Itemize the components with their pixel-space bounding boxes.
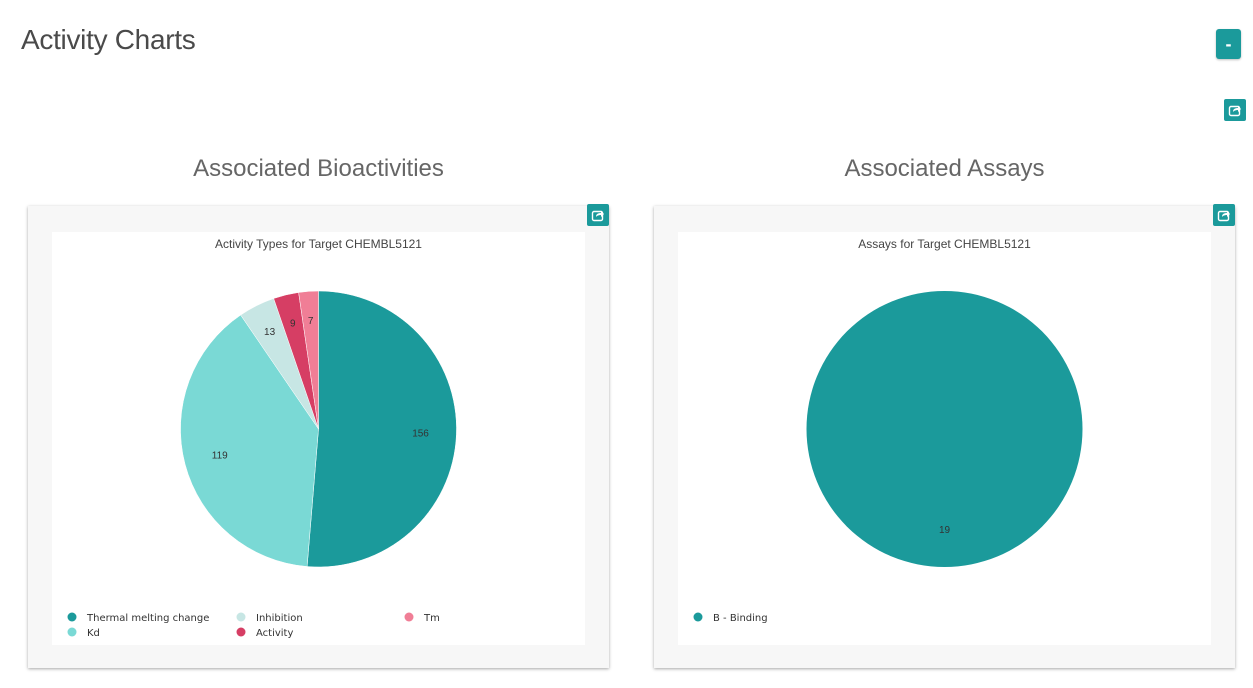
share-icon: [1217, 210, 1230, 222]
legend-item-inhibition[interactable]: Inhibition: [236, 612, 303, 625]
data-label-tm: 7: [308, 316, 314, 327]
section-title-assays: Associated Assays: [844, 155, 1045, 182]
legend-swatch: [236, 627, 246, 637]
bioactivities-card: Activity Types for Target CHEMBL5121 156 1…: [28, 204, 609, 668]
bioactivities-chart-area: Activity Types for Target CHEMBL5121 156 1…: [52, 232, 585, 645]
pie-slice-b-binding[interactable]: [806, 291, 1083, 567]
assays-card: Assays for Target CHEMBL5121 19 B - Bindin…: [654, 204, 1235, 668]
data-label-kd: 119: [212, 451, 228, 462]
legend-item-kd[interactable]: Kd: [67, 627, 100, 640]
share-button[interactable]: [1213, 204, 1235, 226]
legend-swatch: [404, 612, 414, 622]
section-title-bioactivities: Associated Bioactivities: [193, 155, 444, 182]
data-label-thermal-melting-change: 156: [412, 429, 429, 440]
legend-swatch: [236, 612, 246, 622]
legend-label: Thermal melting change: [86, 613, 209, 624]
chart-title: Assays for Target CHEMBL5121: [858, 237, 1031, 251]
assays-chart-area: Assays for Target CHEMBL5121 19 B - Bindin…: [678, 232, 1211, 645]
legend-label: Tm: [423, 613, 440, 624]
legend-label: B - Binding: [713, 613, 768, 624]
data-label-b-binding: 19: [939, 525, 951, 536]
chart-title: Activity Types for Target CHEMBL5121: [215, 237, 422, 251]
legend-swatch: [67, 627, 77, 637]
assays-pie-chart: Assays for Target CHEMBL5121 19 B - Bindin…: [693, 237, 1083, 625]
legend-item-thermal-melting-change[interactable]: Thermal melting change: [67, 612, 210, 625]
legend-item-activity[interactable]: Activity: [236, 627, 294, 640]
pie-slice-tm[interactable]: [298, 290, 319, 430]
share-button[interactable]: [587, 204, 609, 226]
share-icon: [591, 210, 604, 222]
legend-label: Inhibition: [256, 613, 303, 624]
collapse-button[interactable]: -: [1216, 29, 1241, 59]
bioactivities-pie-chart: Activity Types for Target CHEMBL5121 156 1…: [67, 237, 457, 640]
legend-item-b-binding[interactable]: B - Binding: [693, 612, 768, 625]
share-icon: [1228, 105, 1241, 117]
legend-swatch: [67, 612, 77, 622]
legend-swatch: [693, 612, 703, 622]
data-label-inhibition: 13: [264, 327, 276, 338]
pie-slice-thermal-melting-change[interactable]: [306, 290, 457, 568]
share-button[interactable]: [1224, 99, 1246, 121]
pie-slice-kd[interactable]: [180, 314, 319, 567]
legend-item-tm[interactable]: Tm: [404, 612, 440, 625]
legend-label: Activity: [256, 628, 293, 639]
data-label-activity: 9: [290, 319, 296, 330]
legend-label: Kd: [87, 628, 100, 639]
page-title: Activity Charts: [21, 24, 196, 55]
